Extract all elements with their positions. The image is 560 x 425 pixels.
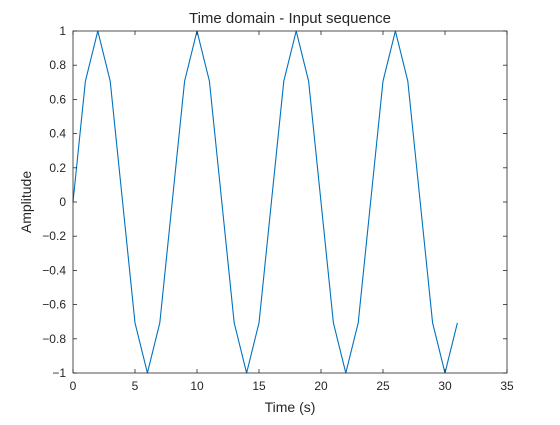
x-tick-label: 10 [190, 379, 204, 393]
x-tick-label: 35 [500, 379, 514, 393]
x-tick-label: 20 [314, 379, 328, 393]
y-tick-label: 0.6 [49, 92, 66, 106]
y-axis-title: Amplitude [18, 171, 34, 233]
axes-layer: 0 5 10 15 20 25 30 35 −1 −0.8 −0.6 −0.4 −0.2 0 0.2 0.4 0… [42, 24, 514, 393]
y-tick-label: −1 [52, 366, 66, 380]
series-line [72, 30, 458, 374]
y-tick-label: 0.8 [49, 58, 66, 72]
x-tick-label: 25 [376, 379, 390, 393]
plot-border [72, 30, 508, 374]
series-layer [72, 30, 458, 374]
x-tick-label: 15 [252, 379, 266, 393]
x-tick-label: 30 [438, 379, 452, 393]
y-tick-label: −0.6 [42, 298, 66, 312]
y-tick-label: −0.8 [42, 332, 66, 346]
y-tick-label: 0 [59, 195, 66, 209]
y-tick-label: 1 [59, 24, 66, 38]
plot-area [73, 31, 507, 373]
y-tick-label: −0.4 [42, 263, 66, 277]
chart-title: Time domain - Input sequence [189, 10, 391, 27]
y-tick-label: 0.2 [49, 161, 66, 175]
x-tick-label: 5 [132, 379, 139, 393]
x-tick-label: 0 [70, 379, 77, 393]
x-axis-title: Time (s) [265, 399, 316, 415]
y-tick-label: −0.2 [42, 229, 66, 243]
y-tick-label: 0.4 [49, 127, 66, 141]
